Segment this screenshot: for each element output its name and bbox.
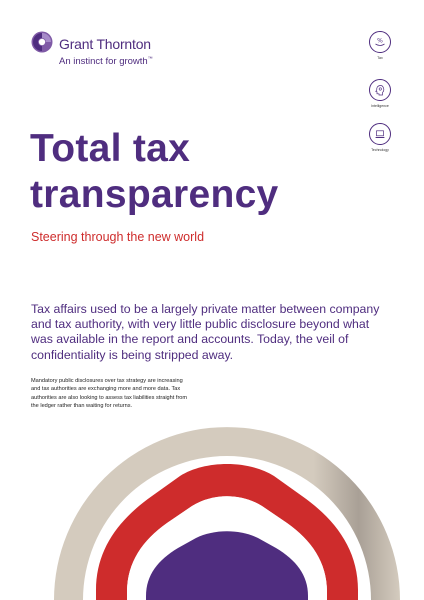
lead-line: was available in the report and accounts… xyxy=(31,332,349,347)
title-line: Total tax xyxy=(30,127,191,170)
purple-arch xyxy=(146,531,308,600)
red-arch xyxy=(96,464,358,600)
lead-line: Tax affairs used to be a largely private… xyxy=(31,302,380,316)
side-icon-technology: Technology xyxy=(369,123,391,152)
intelligence-head-icon xyxy=(369,79,391,101)
body-line: and tax authorities are exchanging more … xyxy=(31,386,181,393)
grant-thornton-logo-icon xyxy=(31,31,53,53)
side-icon-label: Technology xyxy=(371,148,389,152)
tax-percent-icon: % xyxy=(369,31,391,53)
body-line: authorities are also looking to assess t… xyxy=(31,394,188,401)
technology-laptop-icon xyxy=(369,123,391,145)
brand-tagline: An instinct for growth™ xyxy=(59,56,153,68)
lead-line: confidentiality is being stripped away. xyxy=(31,347,234,362)
body-line: Mandatory public disclosures over tax st… xyxy=(31,378,183,384)
title-line: transparency xyxy=(30,173,279,216)
page-title: Total tax transparency xyxy=(30,126,279,218)
side-icon-label: Intelligence xyxy=(371,104,389,108)
lead-line: and tax authority, with very little publ… xyxy=(31,317,370,332)
body-paragraph: Mandatory public disclosures over tax st… xyxy=(31,377,291,410)
lead-paragraph: Tax affairs used to be a largely private… xyxy=(31,302,396,363)
svg-text:%: % xyxy=(377,38,383,45)
page-subtitle: Steering through the new world xyxy=(31,230,205,244)
body-line: the ledger rather than waiting for retur… xyxy=(31,402,133,409)
side-icon-tax: % Tax xyxy=(369,31,391,60)
beige-arch xyxy=(54,427,400,600)
side-icon-intelligence: Intelligence xyxy=(369,79,391,108)
brand-name: Grant Thornton xyxy=(59,36,151,52)
side-icon-label: Tax xyxy=(377,56,383,60)
